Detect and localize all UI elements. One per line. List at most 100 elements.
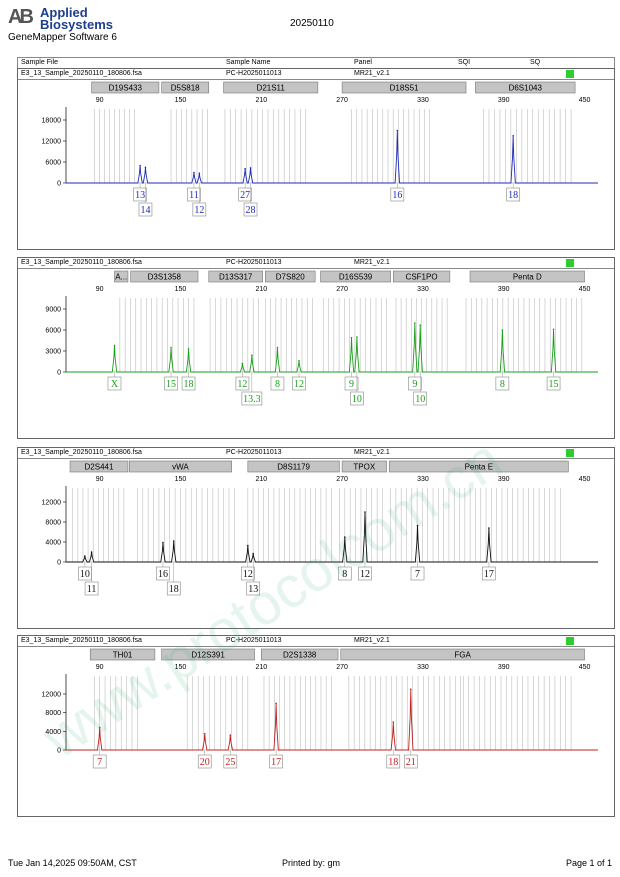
allele-label[interactable]: 18 — [181, 372, 196, 391]
peak-point[interactable] — [144, 166, 147, 169]
allele-label[interactable]: 11 — [84, 562, 99, 596]
peak-point[interactable] — [244, 167, 246, 170]
allele-label[interactable]: 17 — [269, 750, 283, 769]
peak-point[interactable] — [416, 524, 419, 527]
allele-label[interactable]: 12 — [358, 562, 372, 581]
peak-point[interactable] — [350, 336, 353, 339]
allele-label[interactable]: 7 — [92, 750, 107, 769]
marker-d21s11[interactable]: D21S11 — [223, 81, 319, 94]
peak-point[interactable] — [276, 346, 279, 349]
allele-label[interactable]: 8 — [495, 372, 510, 391]
marker-d6s1043[interactable]: D6S1043 — [475, 81, 576, 94]
peak-point[interactable] — [113, 344, 116, 347]
marker-d5s818[interactable]: D5S818 — [161, 81, 210, 94]
peak-point[interactable] — [229, 734, 232, 736]
allele-label[interactable]: 14 — [138, 183, 153, 217]
allele-label[interactable]: 15 — [546, 372, 561, 391]
peak-point[interactable] — [251, 354, 253, 356]
allele-label[interactable]: 9 — [408, 372, 422, 391]
peak-point[interactable] — [172, 540, 175, 542]
peak-point[interactable] — [241, 362, 244, 365]
allele-label[interactable]: X — [107, 372, 122, 391]
peak-point[interactable] — [98, 726, 101, 729]
peak-point[interactable] — [249, 167, 252, 169]
peak-point[interactable] — [84, 555, 86, 557]
allele-label[interactable]: 13 — [133, 183, 147, 202]
allele-label[interactable]: 8 — [270, 372, 285, 391]
peak-point[interactable] — [90, 551, 93, 553]
peak-point[interactable] — [409, 688, 412, 691]
marker-d19s433[interactable]: D19S433 — [91, 81, 160, 94]
marker-fga[interactable]: FGA — [340, 648, 585, 661]
allele-label[interactable]: 10 — [350, 372, 364, 406]
marker-d3s1358[interactable]: D3S1358 — [130, 270, 199, 283]
allele-text: 17 — [271, 757, 281, 768]
allele-label[interactable]: 15 — [164, 372, 178, 391]
marker-a[interactable]: A... — [114, 270, 129, 283]
allele-label[interactable]: 28 — [243, 183, 258, 217]
allele-label[interactable]: 18 — [386, 750, 401, 769]
allele-label[interactable]: 10 — [413, 372, 428, 406]
allele-label[interactable]: 20 — [197, 750, 212, 769]
peak-point[interactable] — [170, 346, 172, 349]
allele-label[interactable]: 16 — [156, 562, 170, 581]
marker-csf1po[interactable]: CSF1PO — [392, 270, 451, 283]
peak-point[interactable] — [252, 552, 255, 555]
peak-point[interactable] — [512, 134, 514, 137]
peak-point[interactable] — [193, 171, 195, 174]
peak-point[interactable] — [364, 511, 366, 513]
allele-label[interactable]: 12 — [292, 372, 306, 391]
peak-point[interactable] — [356, 336, 358, 338]
peak-point[interactable] — [414, 322, 416, 324]
marker-th01[interactable]: TH01 — [89, 648, 156, 661]
y-tick-label: 9000 — [45, 307, 61, 314]
allele-label[interactable]: 16 — [390, 183, 405, 202]
peak-point[interactable] — [343, 536, 346, 538]
allele-label[interactable]: 12 — [241, 562, 255, 581]
peak-point[interactable] — [247, 544, 249, 547]
allele-label[interactable]: 12 — [192, 183, 207, 217]
peak-point[interactable] — [501, 329, 504, 331]
marker-pentad[interactable]: Penta D — [469, 270, 585, 283]
allele-label[interactable]: 27 — [238, 183, 252, 202]
marker-d12s391[interactable]: D12S391 — [161, 648, 255, 661]
allele-label[interactable]: 8 — [337, 562, 352, 581]
allele-label[interactable]: 21 — [403, 750, 418, 769]
allele-label[interactable]: 11 — [187, 183, 201, 202]
allele-label[interactable]: 7 — [410, 562, 425, 581]
allele-label[interactable]: 10 — [78, 562, 92, 581]
allele-text: 12 — [360, 569, 370, 580]
chart-svg: A... D3S1358 D13S317 D7S820 D16S539 CSF1PO Pen… — [45, 270, 598, 406]
marker-label: D16S539 — [339, 273, 373, 282]
peak-point[interactable] — [298, 360, 300, 362]
marker-d2s1338[interactable]: D2S1338 — [260, 648, 339, 661]
marker-tpox[interactable]: TPOX — [341, 460, 387, 473]
marker-d13s317[interactable]: D13S317 — [208, 270, 263, 283]
marker-d16s539[interactable]: D16S539 — [320, 270, 391, 283]
allele-label[interactable]: 18 — [166, 562, 181, 596]
marker-d7s820[interactable]: D7S820 — [265, 270, 316, 283]
allele-label[interactable]: 12 — [235, 372, 250, 391]
marker-d2s441[interactable]: D2S441 — [69, 460, 129, 473]
allele-label[interactable]: 17 — [482, 562, 496, 581]
peak-point[interactable] — [275, 702, 277, 705]
allele-label[interactable]: 18 — [506, 183, 520, 202]
marker-pentae[interactable]: Penta E — [388, 460, 569, 473]
peak-point[interactable] — [187, 348, 190, 350]
allele-label[interactable]: 25 — [223, 750, 238, 769]
allele-label[interactable]: 13.3 — [241, 372, 263, 406]
peak-point[interactable] — [488, 527, 490, 529]
peak-point[interactable] — [552, 328, 555, 331]
peak-point[interactable] — [162, 541, 164, 544]
peak-point[interactable] — [419, 324, 422, 326]
peak-point[interactable] — [396, 129, 399, 132]
marker-d8s1179[interactable]: D8S1179 — [247, 460, 340, 473]
marker-d18s51[interactable]: D18S51 — [341, 81, 467, 94]
allele-label[interactable]: 9 — [344, 372, 359, 391]
peak-point[interactable] — [392, 721, 395, 723]
allele-label[interactable]: 13 — [246, 562, 261, 596]
peak-point[interactable] — [198, 172, 201, 174]
peak-point[interactable] — [203, 732, 206, 735]
marker-vwa[interactable]: vWA — [129, 460, 232, 473]
peak-point[interactable] — [139, 164, 141, 167]
